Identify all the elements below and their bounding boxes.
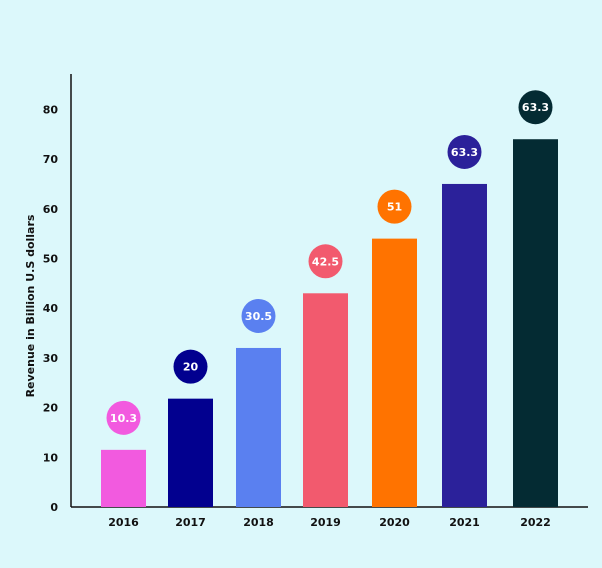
y-tick-label: 60 — [43, 203, 59, 216]
data-label: 30.5 — [245, 310, 272, 323]
y-axis-label: Revenue in Billion U.S dollars — [24, 214, 37, 397]
data-label-bubble — [518, 90, 553, 125]
data-label: 63.3 — [451, 146, 478, 159]
y-tick-label: 20 — [43, 402, 59, 415]
y-tick-label: 50 — [43, 253, 59, 266]
y-tick-label: 80 — [43, 103, 59, 116]
y-tick-label: 0 — [50, 501, 58, 514]
data-label: 10.3 — [110, 412, 137, 425]
x-tick-label: 2017 — [175, 516, 206, 529]
x-tick-label: 2018 — [243, 516, 274, 529]
data-label-bubble — [447, 134, 482, 169]
bar-2020 — [372, 238, 417, 507]
data-label-bubble — [106, 400, 141, 435]
y-tick-label: 30 — [43, 352, 59, 365]
data-label: 20 — [183, 361, 199, 374]
bar-2021 — [442, 183, 487, 507]
data-label-bubble — [173, 349, 208, 384]
x-tick-label: 2020 — [379, 516, 410, 529]
x-tick-label: 2021 — [449, 516, 480, 529]
data-label-bubble — [241, 298, 276, 333]
data-label-bubble — [308, 244, 343, 279]
data-label-bubble — [377, 189, 412, 224]
bar-2019 — [303, 293, 348, 507]
bar-2016 — [101, 449, 146, 507]
y-tick-label: 70 — [43, 153, 59, 166]
bar-2022 — [513, 139, 558, 507]
data-label: 51 — [387, 201, 402, 214]
y-tick-label: 40 — [43, 302, 59, 315]
x-tick-label: 2016 — [108, 516, 139, 529]
bar-2017 — [168, 398, 213, 507]
data-label: 42.5 — [312, 255, 339, 268]
x-tick-label: 2022 — [520, 516, 551, 529]
data-label: 63.3 — [522, 101, 549, 114]
x-tick-label: 2019 — [310, 516, 341, 529]
y-tick-label: 10 — [43, 451, 59, 464]
bar-2018 — [236, 347, 281, 507]
